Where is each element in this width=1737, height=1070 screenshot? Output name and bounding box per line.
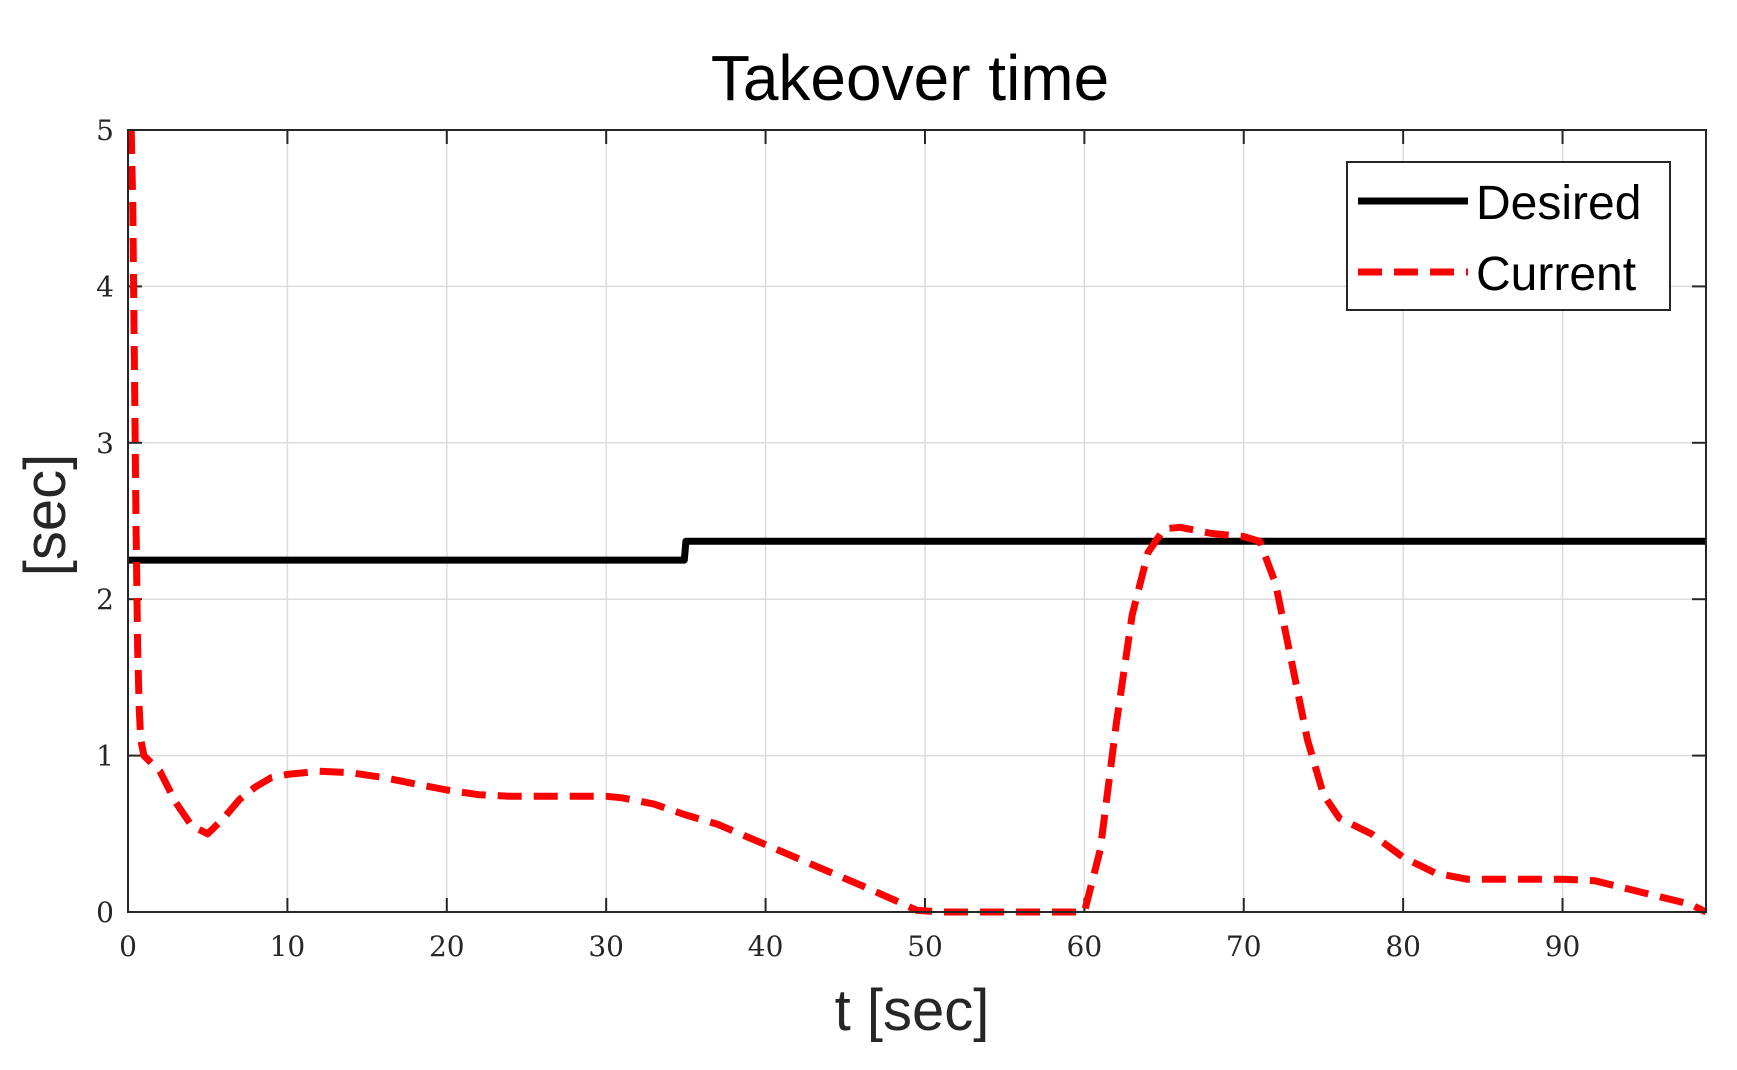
y-tick-label: 1	[96, 740, 114, 773]
x-tick-label: 10	[270, 930, 306, 963]
series-line-current	[127, 129, 1708, 916]
legend-label-current: Current	[1476, 248, 1636, 301]
x-tick-label: 20	[429, 930, 465, 963]
y-tick-label: 3	[96, 427, 114, 460]
legend: Desired Current	[1346, 161, 1671, 311]
legend-label-desired: Desired	[1476, 177, 1641, 230]
x-axis-label: t [sec]	[835, 978, 990, 1043]
x-tick-label: 40	[748, 930, 784, 963]
legend-box	[1346, 161, 1671, 311]
y-tick-label: 2	[96, 583, 114, 616]
y-tick-label: 0	[96, 896, 114, 929]
x-tick-label: 80	[1385, 930, 1421, 963]
series-line-desired	[128, 537, 1706, 564]
x-tick-label: 70	[1226, 930, 1262, 963]
tick-labels: 0 10 20 30 40 50 60 70 80 90 0 1 2 3 4 5	[96, 114, 1580, 963]
x-tick-label: 60	[1067, 930, 1103, 963]
y-tick-label: 4	[96, 270, 114, 303]
x-tick-label: 30	[588, 930, 624, 963]
y-tick-label: 5	[96, 114, 114, 147]
series-lines	[127, 129, 1708, 916]
x-tick-label: 50	[907, 930, 943, 963]
y-axis-label: [sec]	[13, 454, 78, 577]
plot-frame	[127, 129, 1707, 913]
x-tick-label: 0	[119, 930, 137, 963]
x-tick-label: 90	[1545, 930, 1581, 963]
chart-title: Takeover time	[711, 42, 1109, 114]
